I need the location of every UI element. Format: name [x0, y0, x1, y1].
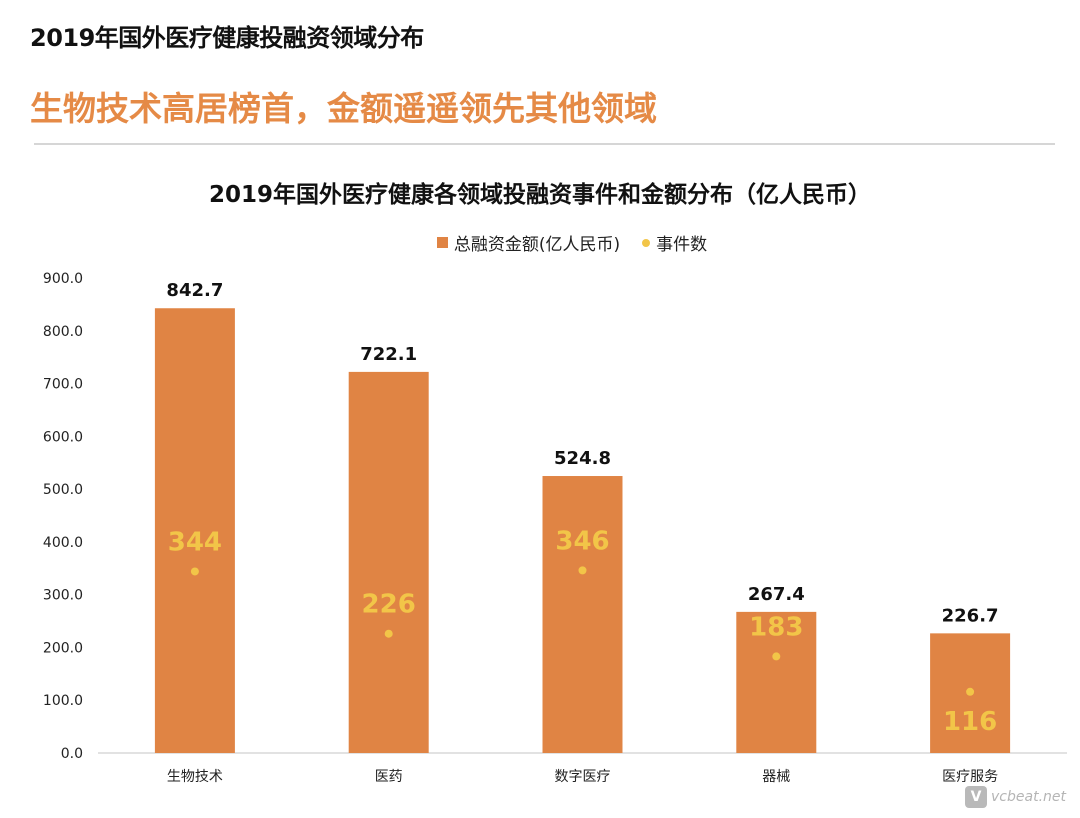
legend-label-amount: 总融资金额(亿人民币): [453, 235, 621, 255]
y-tick-label: 800.0: [43, 324, 83, 340]
event-count-point: [578, 566, 587, 575]
divider: [34, 143, 1055, 145]
watermark-logo-icon: V: [965, 786, 988, 808]
event-count-point: [384, 629, 393, 638]
watermark: V vcbeat.net: [965, 786, 1066, 808]
x-category-label: 数字医疗: [555, 769, 611, 785]
legend-dot-swatch: [642, 238, 651, 247]
event-count-label: 226: [362, 590, 416, 620]
y-tick-label: 600.0: [43, 429, 83, 445]
bar-4: [736, 611, 817, 753]
legend-bar-swatch: [436, 237, 448, 248]
event-count-label: 344: [168, 527, 222, 557]
bar-value-label: 842.7: [166, 280, 223, 301]
bar-3: [542, 476, 623, 753]
x-category-label: 生物技术: [167, 769, 223, 785]
legend-item-amount: 总融资金额(亿人民币): [436, 230, 621, 255]
event-count-point: [772, 652, 781, 661]
chart-legend: 总融资金额(亿人民币) 事件数: [0, 230, 1080, 255]
x-category-label: 医疗服务: [942, 769, 998, 785]
bar-value-label: 524.8: [554, 448, 611, 469]
event-count-label: 116: [943, 707, 997, 737]
bar-value-label: 226.7: [942, 605, 999, 626]
chart-title: 2019年国外医疗健康各领域投融资事件和金额分布（亿人民币）: [208, 182, 871, 208]
page-subheading: 生物技术高居榜首，金额遥遥领先其他领域: [30, 89, 657, 128]
event-count-point: [190, 567, 199, 576]
y-tick-label: 400.0: [43, 535, 83, 551]
bar-1: [154, 308, 235, 753]
y-tick-label: 900.0: [43, 271, 83, 287]
watermark-text: vcbeat.net: [991, 789, 1066, 805]
y-tick-label: 300.0: [43, 588, 83, 604]
y-tick-label: 200.0: [43, 640, 83, 656]
x-category-label: 医药: [375, 769, 403, 785]
y-tick-label: 100.0: [43, 693, 83, 709]
y-tick-label: 0.0: [61, 746, 83, 762]
x-category-label: 器械: [762, 769, 790, 785]
legend-label-count: 事件数: [656, 235, 708, 255]
bar-value-label: 267.4: [748, 584, 805, 605]
legend-item-count: 事件数: [642, 230, 707, 255]
event-count-point: [966, 687, 975, 696]
page-heading: 2019年国外医疗健康投融资领域分布: [30, 24, 424, 52]
event-count-label: 183: [749, 612, 803, 642]
y-tick-label: 700.0: [43, 377, 83, 393]
bar-2: [348, 371, 429, 753]
event-count-label: 346: [555, 526, 609, 556]
bar-value-label: 722.1: [360, 344, 417, 365]
y-tick-label: 500.0: [43, 482, 83, 498]
